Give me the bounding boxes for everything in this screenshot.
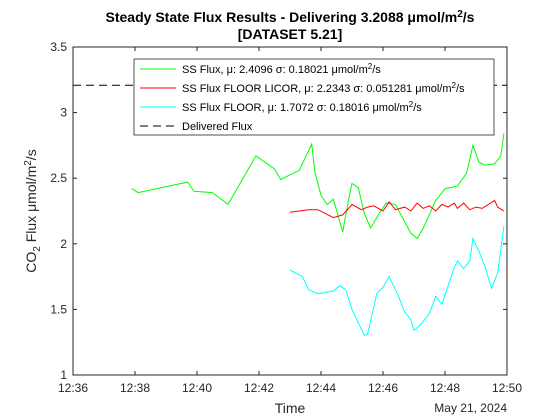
chart-subtitle: [DATASET 5.21]	[238, 26, 343, 42]
legend-label-2: SS Flux FLOOR, μ: 1.7072 σ: 0.18016 μmol…	[182, 100, 422, 114]
x-axis-label: Time	[275, 400, 306, 416]
x-tick-label: 12:44	[306, 381, 336, 395]
y-axis-label: CO2 Flux μmol/m2/s	[23, 149, 43, 272]
series-line-1	[289, 199, 505, 219]
x-tick-label: 12:42	[244, 381, 274, 395]
legend-label-1: SS Flux FLOOR LICOR, μ: 2.2343 σ: 0.0512…	[182, 81, 465, 95]
x-tick-label: 12:40	[182, 381, 212, 395]
x-tick-label: 12:36	[58, 381, 88, 395]
x-tick-label: 12:50	[492, 381, 522, 395]
y-tick-label: 1.5	[50, 302, 67, 316]
y-tick-label: 1	[60, 368, 67, 382]
x-tick-label: 12:38	[120, 381, 150, 395]
y-tick-label: 3.5	[50, 40, 67, 54]
y-axis-ticks: 1 1.5 2 2.5 3 3.5	[50, 40, 507, 382]
x-tick-label: 12:48	[430, 381, 460, 395]
y-tick-label: 2.5	[50, 171, 67, 185]
legend-box	[133, 58, 495, 136]
legend: SS Flux, μ: 2.4096 σ: 0.18021 μmol/m2/s S…	[133, 58, 495, 136]
chart-title: Steady State Flux Results - Delivering 3…	[106, 9, 475, 25]
x-axis-ticks: 12:36 12:38 12:40 12:42 12:44 12:46 12:48 12:50	[58, 47, 522, 395]
date-label: May 21, 2024	[434, 401, 507, 415]
legend-label-0: SS Flux, μ: 2.4096 σ: 0.18021 μmol/m2/s	[182, 62, 381, 76]
series-line-0	[131, 133, 505, 240]
y-tick-label: 3	[60, 106, 67, 120]
legend-label-3: Delivered Flux	[182, 121, 253, 133]
series-line-2	[289, 226, 505, 337]
y-tick-label: 2	[60, 237, 67, 251]
x-tick-label: 12:46	[368, 381, 398, 395]
